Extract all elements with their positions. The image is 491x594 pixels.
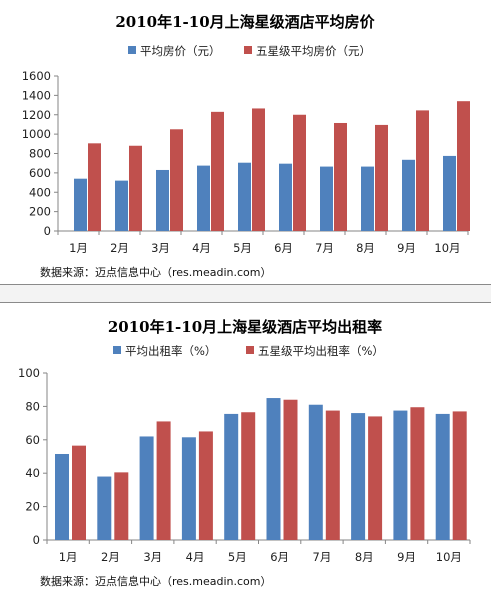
legend-swatch-avg <box>113 346 121 354</box>
bar-avg-3 <box>139 436 154 540</box>
y-tick-label: 200 <box>29 205 51 219</box>
bar-avg-5 <box>238 162 251 231</box>
bar-avg-3 <box>156 169 169 231</box>
legend-swatch-fivestar <box>244 46 252 54</box>
bar-avg-2 <box>97 476 112 540</box>
x-category-label: 8月 <box>356 241 375 255</box>
x-category-label: 9月 <box>397 550 416 564</box>
bar-avg-1 <box>74 178 87 231</box>
bar-avg-9 <box>393 410 408 540</box>
legend-label-avg: 平均房价（元） <box>140 44 221 58</box>
bar-avg-8 <box>351 413 366 540</box>
bar-fivestar-7 <box>325 410 340 540</box>
x-category-label: 6月 <box>270 550 289 564</box>
occupancy-chart: 2010年1-10月上海星级酒店平均出租率 平均出租率（%） 五星级平均出租率（… <box>18 318 471 564</box>
x-category-label: 10月 <box>434 241 460 255</box>
bar-fivestar-9 <box>416 110 429 231</box>
data-source-note: 数据来源：迈点信息中心（res.meadin.com） <box>40 266 272 279</box>
bar-avg-9 <box>402 159 415 231</box>
x-category-label: 5月 <box>233 241 252 255</box>
y-tick-label: 1000 <box>22 127 51 141</box>
bar-fivestar-5 <box>241 412 256 540</box>
x-category-label: 6月 <box>274 241 293 255</box>
y-tick-label: 1200 <box>22 108 51 122</box>
x-category-label: 3月 <box>151 241 170 255</box>
y-tick-label: 40 <box>25 466 40 480</box>
bar-fivestar-4 <box>211 111 224 231</box>
chart-panel-room-rate: 2010年1-10月上海星级酒店平均房价 平均房价（元） 五星级平均房价（元） … <box>0 0 491 285</box>
legend-label-fivestar: 五星级平均出租率（%） <box>258 344 384 358</box>
legend: 平均出租率（%） 五星级平均出租率（%） <box>113 344 384 358</box>
bar-avg-6 <box>266 398 281 540</box>
x-category-label: 2月 <box>110 241 129 255</box>
plot-area: 0 20 40 60 80 100 1月 2月 3月 4月 5月 6月 7月 8月 9月 10月 <box>18 366 471 564</box>
bar-avg-5 <box>224 413 239 540</box>
bar-fivestar-3 <box>156 421 171 540</box>
x-category-label: 10月 <box>436 550 462 564</box>
y-tick-label: 400 <box>29 185 51 199</box>
bar-avg-8 <box>361 166 374 231</box>
y-tick-label: 0 <box>33 533 40 547</box>
bar-fivestar-2 <box>114 472 129 540</box>
chart-panel-occupancy: 2010年1-10月上海星级酒店平均出租率 平均出租率（%） 五星级平均出租率（… <box>0 303 491 594</box>
y-tick-label: 1600 <box>22 69 51 83</box>
bar-avg-2 <box>115 180 128 231</box>
legend: 平均房价（元） 五星级平均房价（元） <box>128 44 371 58</box>
x-category-label: 5月 <box>228 550 247 564</box>
y-tick-label: 0 <box>44 224 51 238</box>
y-tick-label: 20 <box>25 500 40 514</box>
x-category-label: 3月 <box>143 550 162 564</box>
bar-fivestar-6 <box>283 399 298 540</box>
bar-avg-10 <box>435 413 450 540</box>
bar-fivestar-8 <box>375 124 388 231</box>
bar-fivestar-1 <box>88 143 101 231</box>
x-category-label: 8月 <box>355 550 374 564</box>
x-category-label: 4月 <box>192 241 211 255</box>
legend-swatch-avg <box>128 46 136 54</box>
y-tick-label: 600 <box>29 166 51 180</box>
room-rate-chart: 2010年1-10月上海星级酒店平均房价 平均房价（元） 五星级平均房价（元） … <box>22 13 470 255</box>
legend-swatch-fivestar <box>246 346 254 354</box>
bar-fivestar-5 <box>252 108 265 231</box>
bar-fivestar-2 <box>129 145 142 231</box>
bar-fivestar-8 <box>368 416 383 540</box>
panel-divider <box>0 284 491 303</box>
chart-title: 2010年1-10月上海星级酒店平均房价 <box>115 13 375 31</box>
x-category-label: 7月 <box>315 241 334 255</box>
bar-fivestar-3 <box>170 129 183 231</box>
x-category-label: 2月 <box>101 550 120 564</box>
x-category-label: 1月 <box>69 241 88 255</box>
chart-title: 2010年1-10月上海星级酒店平均出租率 <box>108 318 382 336</box>
bar-fivestar-9 <box>410 407 425 540</box>
bar-avg-7 <box>308 404 323 540</box>
bar-fivestar-4 <box>198 431 213 540</box>
y-tick-label: 80 <box>25 399 40 413</box>
bar-fivestar-1 <box>72 445 86 540</box>
y-tick-label: 60 <box>25 433 40 447</box>
data-source-note: 数据来源：迈点信息中心（res.meadin.com） <box>40 575 272 588</box>
bar-avg-4 <box>181 437 196 540</box>
x-category-label: 9月 <box>397 241 416 255</box>
bar-avg-7 <box>320 166 333 231</box>
bar-avg-10 <box>443 155 456 231</box>
y-tick-label: 1400 <box>22 88 51 102</box>
x-category-label: 1月 <box>59 550 78 564</box>
bar-avg-1 <box>55 453 69 540</box>
plot-area: 0 200 400 600 800 1000 1200 1400 1600 1月 2月 3月 4月 5月 6… <box>22 69 470 255</box>
x-category-label: 7月 <box>313 550 332 564</box>
bar-fivestar-7 <box>334 122 347 231</box>
bar-avg-4 <box>197 165 210 231</box>
y-tick-label: 100 <box>18 366 40 380</box>
bar-fivestar-10 <box>457 101 470 231</box>
bar-fivestar-10 <box>452 411 467 540</box>
legend-label-avg: 平均出租率（%） <box>125 344 216 358</box>
legend-label-fivestar: 五星级平均房价（元） <box>256 44 371 58</box>
x-category-label: 4月 <box>186 550 205 564</box>
y-tick-label: 800 <box>29 147 51 161</box>
bar-fivestar-6 <box>293 114 306 231</box>
bar-avg-6 <box>279 163 292 231</box>
